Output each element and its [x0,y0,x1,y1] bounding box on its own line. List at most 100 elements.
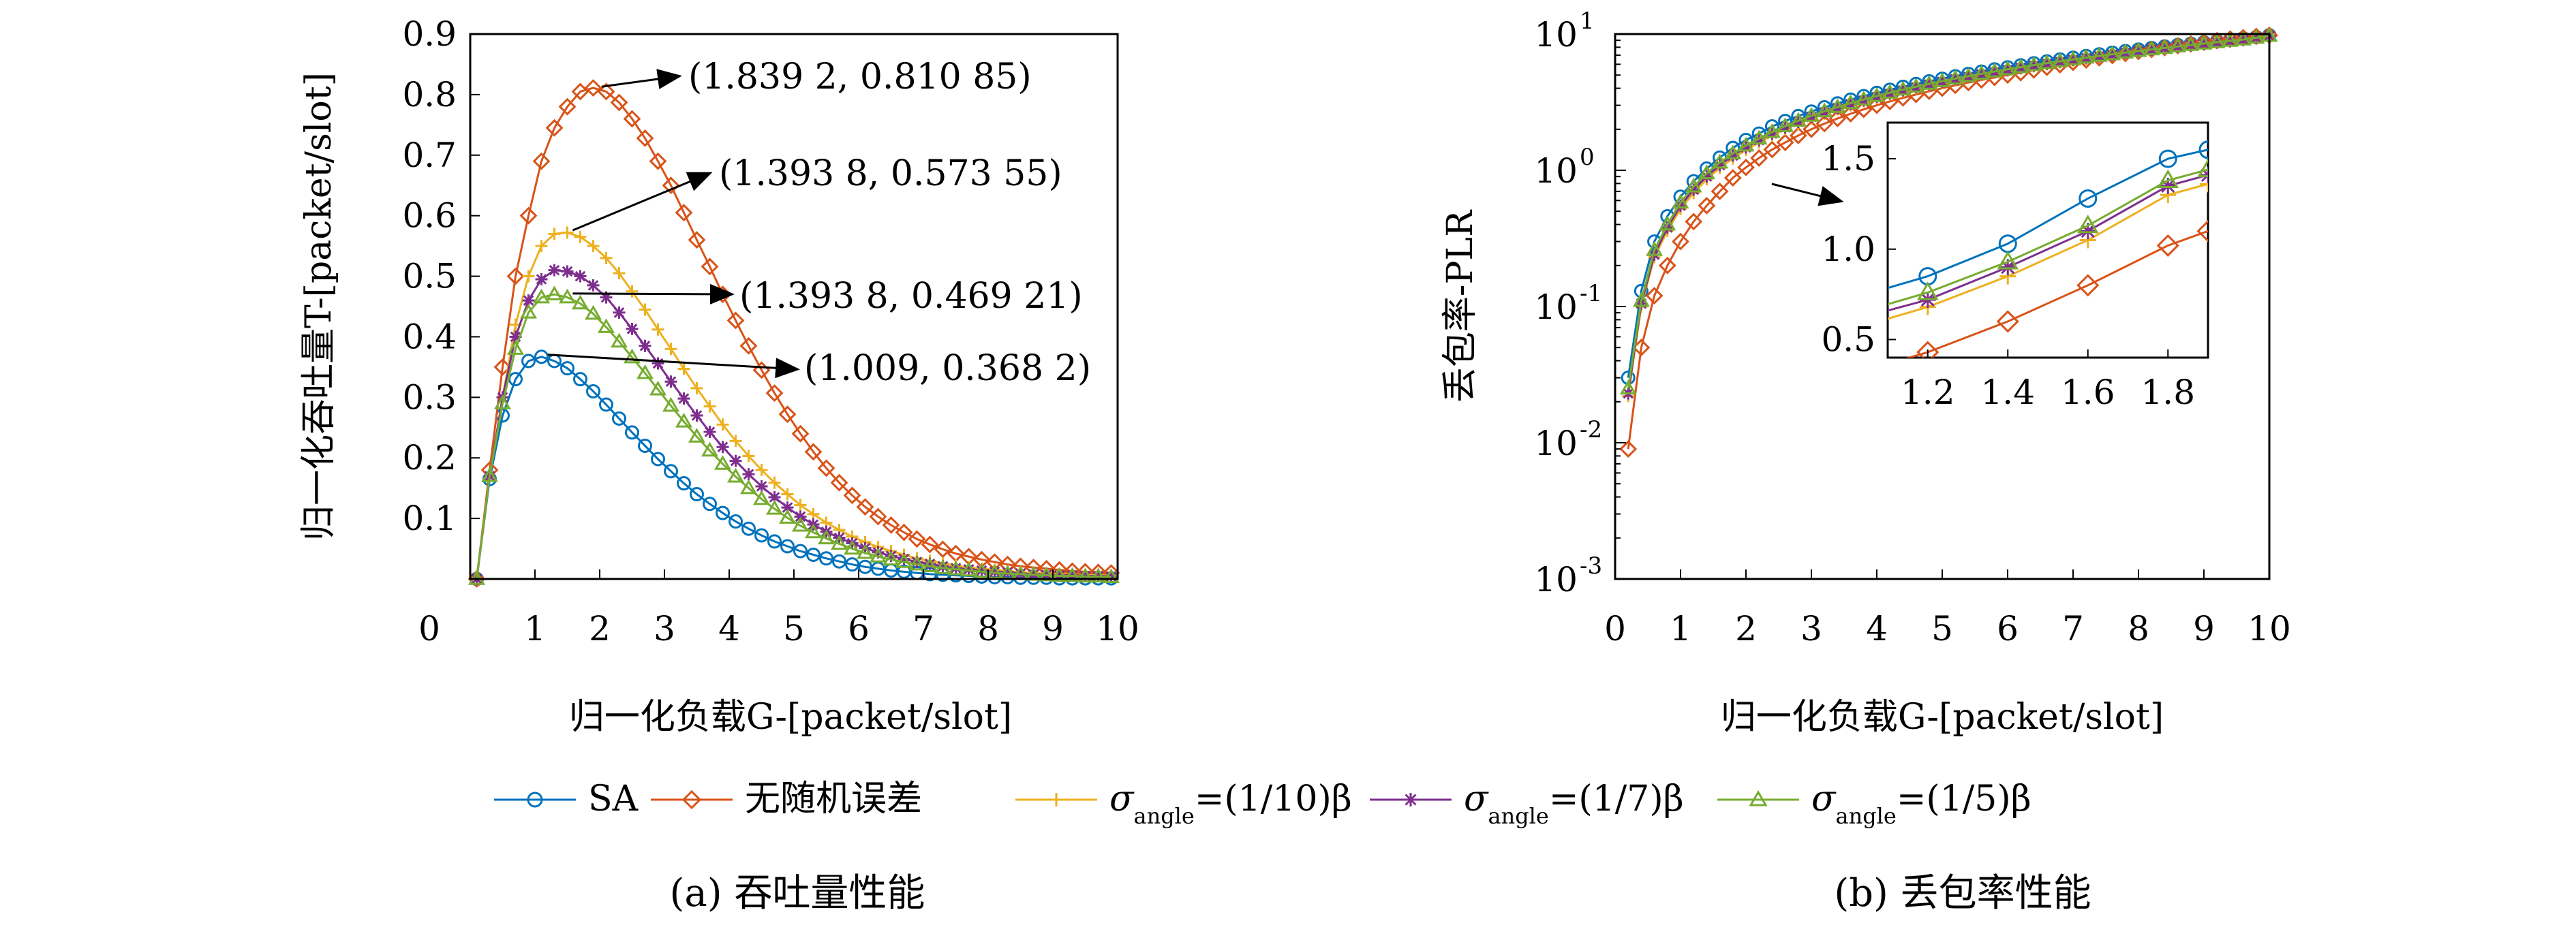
left-xtick-label: 4 [718,609,740,648]
left-point-s5 [701,441,719,457]
left-point-s7 [677,392,690,405]
left-point-s5 [558,288,577,304]
right-point-s5 [1815,102,1833,118]
left-point-s10 [690,382,703,394]
left-point-s7 [794,510,807,523]
left-point-s10 [768,476,781,489]
inset-point-sa [2198,140,2208,159]
left-point-s5 [947,560,965,576]
left-point-s5 [1037,566,1056,582]
left-ylabel: 归一化吞吐量T-[packet/slot] [298,72,339,541]
left-point-s5 [752,490,771,505]
left-point-no_error [726,311,745,330]
left-point-s5 [882,550,900,566]
left-point-s7 [664,375,677,388]
left-point-s5 [649,380,667,396]
inset-point-s5 [1916,281,1939,300]
legend-marker-sa [527,791,543,808]
right-point-no_error [1723,169,1742,187]
left-point-s5 [1063,567,1082,582]
left-point-s5 [688,428,706,443]
left-point-s7 [639,339,651,352]
right-point-s5 [1619,379,1637,395]
legend-label-sa: SA [588,779,639,819]
right-point-s5 [1907,78,1925,93]
left-point-no_error [830,473,848,492]
left-point-s7 [923,557,936,570]
right-point-s5 [1632,292,1650,307]
left-point-sa [780,539,795,554]
right-point-s5 [1946,69,1964,85]
left-ytick-label: 0.4 [402,317,457,356]
left-point-no_error [688,231,706,249]
right-point-s5 [1920,75,1938,90]
left-point-s10 [755,464,768,476]
left-point-no_error [701,257,719,276]
left-point-no_error [908,530,926,548]
left-point-no_error [843,486,861,505]
right-xtick-label: 4 [1866,609,1888,648]
left-point-no_error [765,384,784,403]
left-point-no_error [804,443,823,461]
inset-point-s5 [2197,158,2208,178]
left-point-s10 [664,343,677,356]
right-point-no_error [1789,127,1807,144]
left-xtick-label: 2 [589,609,611,648]
left-point-s7 [949,562,962,574]
right-xtick-label: 10 [2248,609,2291,648]
left-point-s7 [768,491,781,503]
right-point-s5 [1959,67,1977,82]
left-point-sa [521,354,536,369]
left-point-sa [754,528,769,543]
left-xtick-label: 3 [654,609,675,648]
left-point-s7 [898,552,910,565]
left-ytick-label: 0.8 [402,75,457,114]
left-xtick-label: 8 [977,609,999,648]
left-point-no_error [934,540,952,559]
left-point-no_error [869,507,887,526]
left-xtick-label: 7 [913,609,934,648]
left-point-s10 [716,418,729,431]
right-point-s5 [1698,164,1715,180]
left-point-sa [612,411,626,426]
right-ytick-label: 10 [1534,15,1578,54]
right-point-no_error [1750,149,1768,167]
inset-point-s5 [2076,215,2099,234]
legend-marker-s7 [1404,793,1417,806]
left-point-s5 [895,553,913,568]
right-point-no_error [1841,105,1860,123]
right-ytick-label: 10 [1534,287,1578,327]
left-point-sa [677,476,691,491]
left-point-s5 [765,499,784,515]
right-point-s5 [1737,136,1755,152]
left-point-s10 [729,435,742,448]
right-point-s5 [1750,129,1768,145]
annotation-label: (1.009, 0.368 2) [804,348,1091,389]
left-point-s7 [729,454,742,467]
left-point-s5 [739,479,758,495]
left-point-sa [741,521,756,536]
legend-label-s5: σangle=(1/5)β [1811,779,2031,829]
left-point-no_error [519,206,538,225]
inset-point-s10 [2200,176,2208,193]
left-point-sa [767,534,782,549]
right-ytick-label: 10 [1534,151,1578,191]
right-point-s5 [2143,40,2160,56]
left-point-s5 [921,557,939,573]
left-point-no_error [882,516,900,534]
right-point-no_error [1776,134,1794,152]
right-ytick-exponent: -3 [1580,552,1602,580]
right-point-s5 [2012,58,2029,74]
left-point-s10 [535,240,548,253]
inset-series-line-sa [1888,148,2208,289]
left-point-s7 [651,357,664,370]
annotation-arrow [601,69,682,89]
left-point-sa [716,505,730,520]
left-caption: (a) 吞吐量性能 [670,871,925,915]
inset-xtick-label: 1.8 [2141,373,2195,412]
left-point-s5 [791,516,810,532]
inset-ytick-label: 1.0 [1821,230,1875,269]
right-ytick-exponent: 0 [1580,144,1595,171]
left-point-s10 [600,251,613,264]
